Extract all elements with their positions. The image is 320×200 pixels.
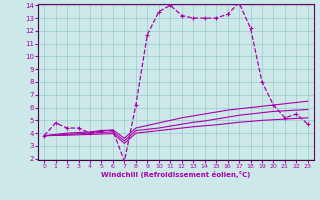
X-axis label: Windchill (Refroidissement éolien,°C): Windchill (Refroidissement éolien,°C) (101, 171, 251, 178)
